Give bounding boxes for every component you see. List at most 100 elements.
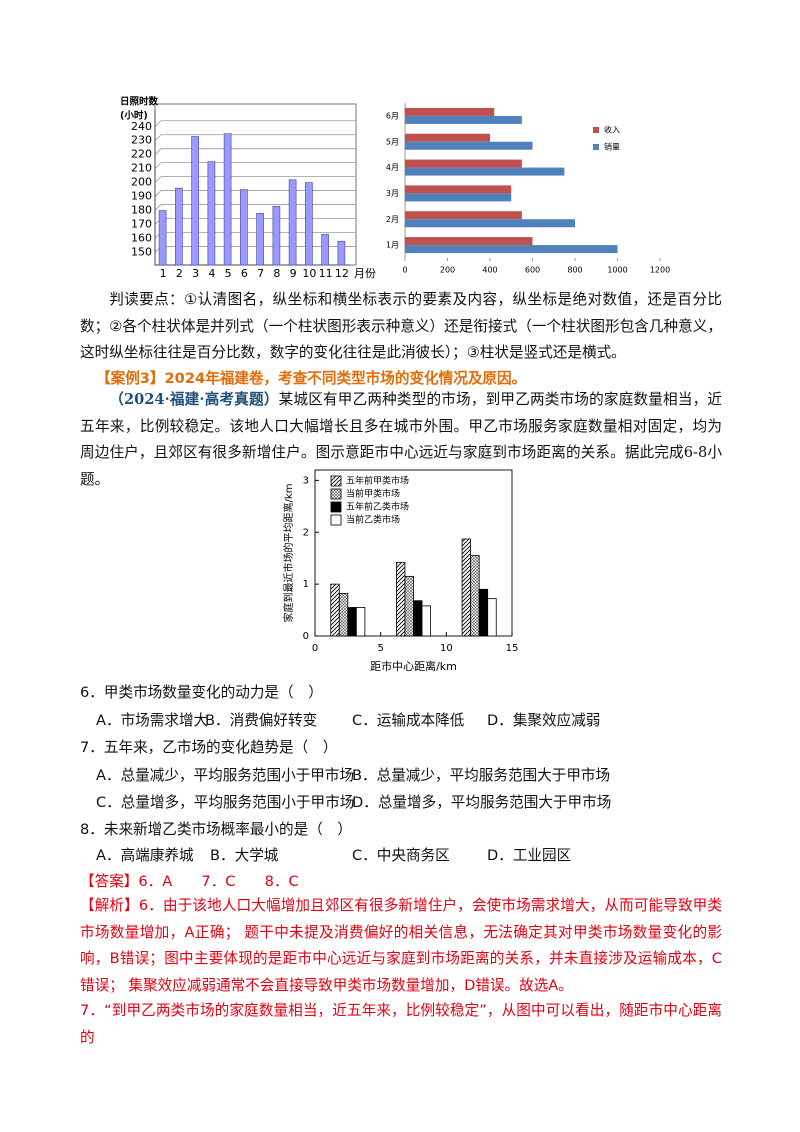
x-tick-label: 8 — [273, 267, 280, 280]
x-tick-label: 15 — [506, 643, 519, 654]
y-tick-label: 230 — [131, 134, 152, 147]
y-tick-label: 190 — [131, 190, 152, 203]
x-tick-label: 9 — [290, 267, 297, 280]
y-tick-label: 210 — [131, 162, 152, 175]
bar — [487, 598, 497, 637]
bar — [405, 237, 533, 246]
bar — [288, 179, 297, 266]
y-tick-label: 3 — [303, 475, 309, 486]
x-tick-label: 600 — [525, 266, 540, 275]
y-tick-label: 160 — [131, 231, 152, 244]
legend-label: 当前乙类市场 — [346, 514, 400, 526]
x-tick-label: 10 — [302, 267, 316, 280]
y-tick-label: 2月 — [386, 215, 399, 224]
intro-paragraph: （2024·福建·高考真题）某城区有甲乙两种类型的市场，到甲乙两类市场的家庭数量… — [80, 387, 722, 493]
legend-swatch — [330, 514, 342, 526]
x-tick-label: 2 — [176, 267, 183, 280]
y-tick-label: 150 — [131, 245, 152, 258]
bar — [207, 161, 216, 266]
y-tick-label: 220 — [131, 148, 152, 161]
bar — [405, 167, 565, 176]
grid-line — [154, 162, 356, 169]
bar — [330, 583, 340, 637]
bar — [305, 182, 313, 266]
x-axis-title: 月份 — [354, 267, 376, 280]
analysis: 【解析】6．由于该地人口大幅增加且郊区有很多新增住户，会使市场需求增大，从而可能… — [80, 897, 722, 994]
bar — [338, 593, 349, 637]
legend-swatch — [330, 501, 342, 513]
option: B．大学城 — [210, 847, 279, 864]
legend-swatch — [593, 127, 599, 133]
y-tick-label: 3月 — [386, 189, 399, 198]
bar — [256, 212, 264, 266]
x-axis-title: 距市中心距离/km — [370, 659, 457, 673]
legend-swatch — [330, 488, 342, 500]
x-tick-label: 7 — [257, 267, 264, 280]
bar — [223, 133, 232, 266]
legend-label: 五年前甲类市场 — [346, 475, 409, 487]
option: C．运输成本降低 — [352, 712, 465, 729]
y-axis-title: 日照时数 — [120, 96, 159, 108]
option: A．市场需求增大 — [96, 712, 209, 729]
bar — [405, 185, 512, 194]
bar — [405, 219, 575, 228]
legend-label: 当前甲类市场 — [346, 488, 400, 500]
x-tick-label: 3 — [192, 267, 199, 280]
option: C．中央商务区 — [352, 847, 450, 864]
bar — [337, 240, 346, 266]
option: A．高端康养城 — [96, 847, 194, 864]
bar — [404, 575, 414, 637]
option: C．总量增多，平均服务范围小于甲市场 — [96, 794, 355, 811]
x-tick-label: 1 — [160, 267, 167, 280]
bar — [355, 607, 366, 637]
intro: 某城区有甲乙两种类型的市场，到甲乙两类市场的家庭数量相当，近五年来，比例较稳定。… — [80, 391, 722, 488]
x-tick-label: 400 — [482, 266, 497, 275]
option: D．总量增多，平均服务范围大于甲市场 — [352, 794, 612, 811]
option: D．集聚效应减弱 — [487, 712, 601, 729]
y-tick-label: 1 — [303, 579, 309, 590]
case-heading: 【案例3】2024年福建卷，考查不同类型市场的变化情况及原因。 — [96, 370, 527, 387]
question-stem: 6．甲类市场数量变化的动力是（ ） — [80, 684, 323, 701]
option: A．总量减少，平均服务范围小于甲市场 — [96, 767, 355, 784]
reading-points: 判读要点：①认清图名，纵坐标和横坐标表示的要素及内容，纵坐标是绝对数值，还是百分… — [80, 291, 722, 361]
y-tick-label: 180 — [131, 204, 152, 217]
y-tick-label: 6月 — [386, 111, 399, 120]
y-tick-label: 2 — [303, 527, 309, 538]
y-tick-label: 170 — [131, 218, 152, 231]
x-tick-label: 6 — [241, 267, 248, 280]
question-stem: 8．未来新增乙类市场概率最小的是（ ） — [80, 821, 352, 838]
legend-label: 收入 — [604, 125, 620, 135]
bar — [405, 245, 618, 254]
grid-line — [154, 134, 356, 142]
bar — [421, 605, 431, 637]
grid-line — [154, 148, 356, 155]
bar — [470, 555, 480, 637]
bar — [413, 600, 423, 637]
y-tick-label: 240 — [131, 120, 152, 133]
bar — [321, 233, 329, 266]
bar — [405, 193, 512, 202]
bar — [175, 187, 183, 266]
bar — [405, 115, 522, 124]
x-tick-label: 4 — [208, 267, 215, 280]
bar — [478, 588, 489, 637]
y-tick-label: 5月 — [386, 137, 399, 146]
y-axis-unit: (小时) — [120, 110, 148, 122]
x-tick-label: 800 — [567, 266, 582, 275]
bar — [461, 538, 472, 637]
source: （2024·福建·高考真题） — [109, 391, 279, 408]
option: B．消费偏好转变 — [205, 712, 318, 729]
grid-line — [154, 120, 356, 128]
bar — [405, 211, 522, 220]
option: D．工业园区 — [487, 847, 572, 864]
y-tick-label: 1月 — [386, 241, 399, 250]
legend-swatch — [330, 475, 342, 487]
x-tick-label: 1000 — [607, 266, 627, 275]
legend-label: 五年前乙类市场 — [346, 501, 409, 513]
bar — [405, 141, 533, 150]
x-tick-label: 11 — [319, 267, 333, 280]
x-tick-label: 5 — [377, 643, 383, 654]
bar — [405, 107, 495, 116]
bar — [272, 206, 281, 266]
